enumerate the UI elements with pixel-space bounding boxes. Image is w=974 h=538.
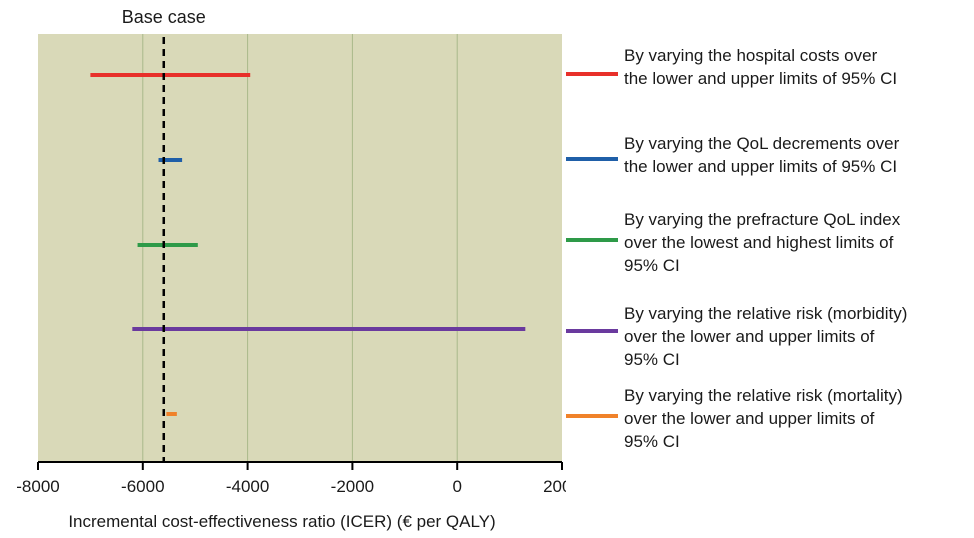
icer-tornado-chart: -8000 -6000 -4000 -2000 0 2000 Base case Incr… xyxy=(16,7,566,531)
range-bars xyxy=(90,73,526,416)
x-tick-label: -4000 xyxy=(226,477,269,496)
legend-label: By varying the prefracture QoL index ove… xyxy=(624,210,901,275)
x-tick-label: -6000 xyxy=(121,477,164,496)
legend-label: By varying the relative risk (morbidity)… xyxy=(624,304,908,369)
x-tick-label: 2000 xyxy=(543,477,566,496)
x-tick-label: -2000 xyxy=(331,477,374,496)
x-axis-ticks: -8000 -6000 -4000 -2000 0 2000 xyxy=(16,462,566,496)
gridlines xyxy=(142,34,458,462)
legend: By varying the hospital costs over the l… xyxy=(566,0,974,538)
legend-label: By varying the hospital costs over the l… xyxy=(624,46,898,88)
legend-swatch xyxy=(566,157,618,161)
base-case-label: Base case xyxy=(122,7,206,27)
x-tick-label: -8000 xyxy=(16,477,59,496)
legend-label: By varying the relative risk (mortality)… xyxy=(624,386,903,451)
legend-swatch xyxy=(566,238,618,242)
x-axis-title: Incremental cost-effectiveness ratio (IC… xyxy=(68,512,495,531)
legend-swatch xyxy=(566,414,618,418)
plot-background xyxy=(38,34,562,462)
x-tick-label: 0 xyxy=(452,477,461,496)
legend-label: By varying the QoL decrements over the l… xyxy=(624,134,900,176)
legend-swatch xyxy=(566,329,618,333)
legend-swatch xyxy=(566,72,618,76)
